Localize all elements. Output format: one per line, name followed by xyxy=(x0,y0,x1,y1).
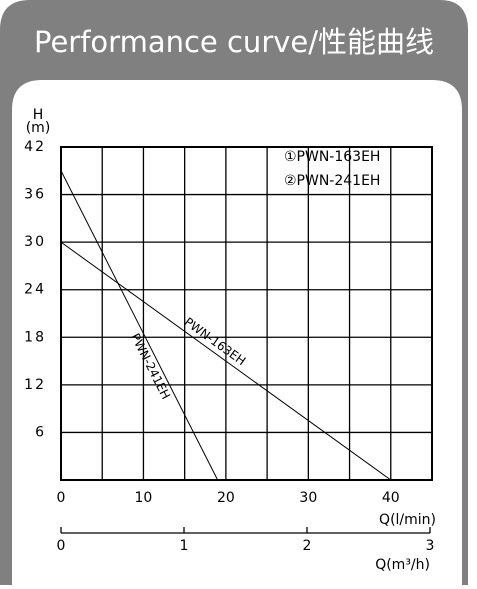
y-tick-label: 18 xyxy=(24,329,46,345)
legend-entry: ①PWN-163EH xyxy=(284,149,380,165)
x-tick-label: 20 xyxy=(217,490,235,506)
y-tick-label: 30 xyxy=(24,234,46,250)
x2-label: Q(m³/h) xyxy=(375,557,430,573)
chart-title: Performance curve/性能曲线 xyxy=(34,25,434,59)
x-tick-label: 30 xyxy=(299,490,317,506)
legend-entry: ②PWN-241EH xyxy=(284,173,380,189)
x-tick-label: 0 xyxy=(57,490,66,506)
y-tick-label: 36 xyxy=(24,187,46,203)
y-tick-label: 12 xyxy=(24,377,46,393)
x2-tick-label: 2 xyxy=(303,538,312,554)
y-label: H xyxy=(33,107,44,123)
y-tick-label: 6 xyxy=(35,424,46,440)
plot-border xyxy=(60,146,433,481)
x2-tick-label: 0 xyxy=(57,538,66,554)
x2-tick-label: 3 xyxy=(426,538,435,554)
x-tick-label: 10 xyxy=(135,490,153,506)
panel xyxy=(12,80,462,585)
y-tick-label: 42 xyxy=(24,139,46,155)
series-line xyxy=(60,241,392,481)
x-tick-label: 40 xyxy=(382,490,400,506)
series-line xyxy=(60,170,219,481)
x-label: Q(l/min) xyxy=(379,512,436,528)
y-tick-label: 24 xyxy=(24,282,46,298)
y-unit: (m) xyxy=(26,120,51,136)
x2-tick-label: 1 xyxy=(180,538,189,554)
